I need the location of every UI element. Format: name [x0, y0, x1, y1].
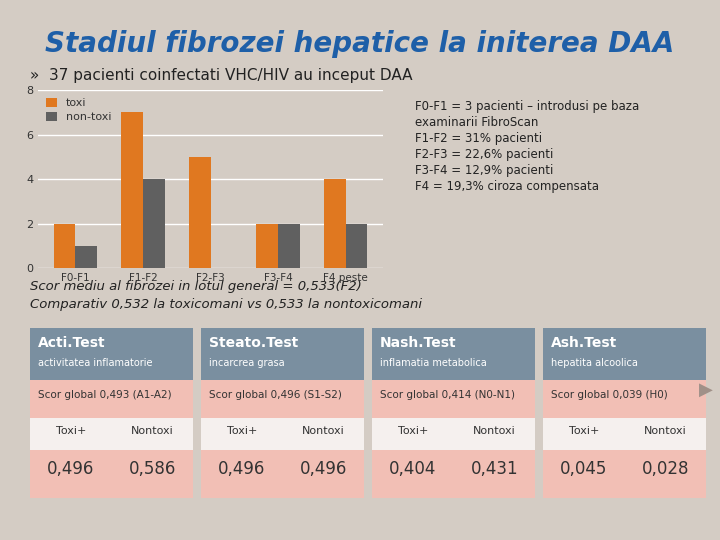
Bar [324, 179, 346, 268]
Text: Acti.Test: Acti.Test [38, 336, 106, 350]
FancyBboxPatch shape [30, 418, 193, 450]
Text: F2-F3 = 22,6% pacienti: F2-F3 = 22,6% pacienti [415, 148, 554, 161]
FancyBboxPatch shape [372, 418, 535, 450]
Text: inflamatia metabolica: inflamatia metabolica [380, 358, 487, 368]
Text: 0,496: 0,496 [47, 460, 94, 478]
Text: Nash.Test: Nash.Test [380, 336, 456, 350]
Text: »  37 pacienti coinfectati VHC/HIV au inceput DAA: » 37 pacienti coinfectati VHC/HIV au inc… [30, 68, 413, 83]
Text: Toxi+: Toxi+ [397, 426, 428, 436]
Bar [76, 246, 97, 268]
Text: Nontoxi: Nontoxi [131, 426, 174, 436]
FancyBboxPatch shape [30, 380, 193, 418]
FancyBboxPatch shape [201, 450, 364, 498]
Text: 0,045: 0,045 [560, 460, 608, 478]
Bar [121, 112, 143, 268]
Bar [54, 224, 76, 268]
Text: Toxi+: Toxi+ [227, 426, 257, 436]
Bar [189, 157, 210, 268]
FancyBboxPatch shape [543, 450, 706, 498]
FancyBboxPatch shape [201, 418, 364, 450]
Bar [346, 224, 367, 268]
Text: incarcrea grasa: incarcrea grasa [209, 358, 284, 368]
Text: F0-F1 = 3 pacienti – introdusi pe baza: F0-F1 = 3 pacienti – introdusi pe baza [415, 100, 639, 113]
FancyBboxPatch shape [372, 450, 535, 498]
Text: 0,496: 0,496 [300, 460, 347, 478]
Text: Scor global 0,039 (H0): Scor global 0,039 (H0) [551, 390, 667, 400]
Text: activitatea inflamatorie: activitatea inflamatorie [38, 358, 153, 368]
Bar [278, 224, 300, 268]
Text: F1-F2 = 31% pacienti: F1-F2 = 31% pacienti [415, 132, 542, 145]
FancyBboxPatch shape [543, 380, 706, 418]
Text: Scor global 0,414 (N0-N1): Scor global 0,414 (N0-N1) [380, 390, 515, 400]
Text: Steato.Test: Steato.Test [209, 336, 298, 350]
Text: F4 = 19,3% ciroza compensata: F4 = 19,3% ciroza compensata [415, 180, 599, 193]
Bar [143, 179, 165, 268]
Bar [256, 224, 278, 268]
Text: examinarii FibroScan: examinarii FibroScan [415, 116, 539, 129]
Text: 0,496: 0,496 [218, 460, 266, 478]
Text: Scor global 0,493 (A1-A2): Scor global 0,493 (A1-A2) [38, 390, 171, 400]
Text: Nontoxi: Nontoxi [302, 426, 345, 436]
FancyBboxPatch shape [30, 450, 193, 498]
Text: Toxi+: Toxi+ [55, 426, 86, 436]
Text: 0,028: 0,028 [642, 460, 689, 478]
Text: Scor global 0,496 (S1-S2): Scor global 0,496 (S1-S2) [209, 390, 342, 400]
FancyBboxPatch shape [543, 328, 706, 380]
Text: Nontoxi: Nontoxi [644, 426, 687, 436]
Text: Scor mediu al fibrozei in lotul general = 0,533(F2): Scor mediu al fibrozei in lotul general … [30, 280, 361, 293]
FancyBboxPatch shape [30, 328, 193, 380]
FancyBboxPatch shape [201, 328, 364, 380]
Text: hepatita alcoolica: hepatita alcoolica [551, 358, 638, 368]
FancyBboxPatch shape [201, 380, 364, 418]
Text: Nontoxi: Nontoxi [473, 426, 516, 436]
Legend: toxi, non-toxi: toxi, non-toxi [43, 96, 114, 124]
Text: ▶: ▶ [699, 381, 713, 399]
Text: Toxi+: Toxi+ [569, 426, 599, 436]
FancyBboxPatch shape [372, 328, 535, 380]
Text: Stadiul fibrozei hepatice la initerea DAA: Stadiul fibrozei hepatice la initerea DA… [45, 30, 675, 58]
Text: Ash.Test: Ash.Test [551, 336, 617, 350]
Text: F3-F4 = 12,9% pacienti: F3-F4 = 12,9% pacienti [415, 164, 554, 177]
FancyBboxPatch shape [372, 380, 535, 418]
Text: 0,404: 0,404 [389, 460, 436, 478]
FancyBboxPatch shape [543, 418, 706, 450]
Text: 0,586: 0,586 [129, 460, 176, 478]
Text: 0,431: 0,431 [470, 460, 518, 478]
Text: Comparativ 0,532 la toxicomani vs 0,533 la nontoxicomani: Comparativ 0,532 la toxicomani vs 0,533 … [30, 298, 422, 311]
